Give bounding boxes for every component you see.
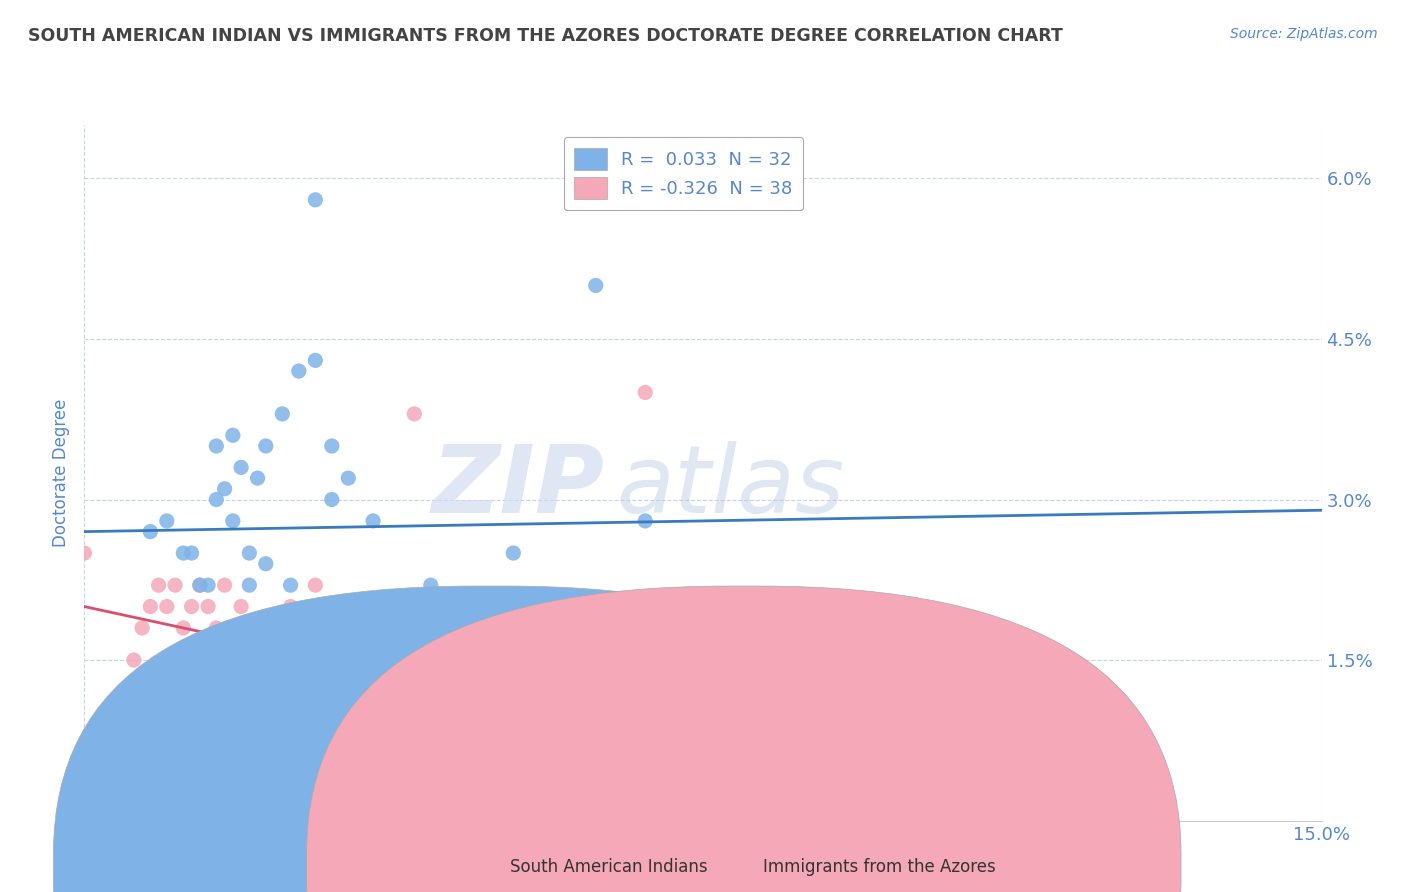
Point (238, 546, 260, 560)
Legend: R =  0.033  N = 32, R = -0.326  N = 38: R = 0.033 N = 32, R = -0.326 N = 38 (564, 137, 803, 211)
Point (470, 599, 492, 614)
Point (156, 599, 179, 614)
Point (304, 353, 326, 368)
Text: SOUTH AMERICAN INDIAN VS IMMIGRANTS FROM THE AZORES DOCTORATE DEGREE CORRELATION: SOUTH AMERICAN INDIAN VS IMMIGRANTS FROM… (28, 27, 1063, 45)
Point (165, 578, 187, 592)
Point (304, 578, 326, 592)
Point (197, 599, 219, 614)
Point (527, 706, 550, 721)
Point (321, 439, 343, 453)
Point (180, 599, 202, 614)
Point (321, 642, 343, 657)
Text: Immigrants from the Azores: Immigrants from the Azores (763, 858, 997, 876)
Point (585, 278, 607, 293)
Point (90, 728, 112, 742)
Text: Source: ZipAtlas.com: Source: ZipAtlas.com (1230, 27, 1378, 41)
Point (485, 685, 508, 699)
Point (502, 546, 524, 560)
Point (222, 621, 245, 635)
Point (280, 599, 302, 614)
Point (229, 599, 252, 614)
Point (304, 193, 326, 207)
Point (205, 439, 228, 453)
Point (148, 578, 170, 592)
Point (114, 685, 136, 699)
Point (263, 642, 285, 657)
Point (122, 653, 145, 667)
Point (214, 482, 236, 496)
Point (139, 524, 162, 539)
Point (105, 706, 128, 721)
Point (254, 557, 277, 571)
Point (568, 728, 591, 742)
Point (419, 578, 441, 592)
Point (271, 407, 294, 421)
Point (214, 578, 236, 592)
Point (295, 642, 318, 657)
Point (337, 621, 360, 635)
Point (254, 439, 277, 453)
Point (387, 599, 409, 614)
Text: South American Indians: South American Indians (510, 858, 709, 876)
Point (73, 771, 96, 785)
Point (222, 514, 245, 528)
Point (337, 471, 360, 485)
Point (634, 385, 657, 400)
Point (156, 514, 179, 528)
Point (172, 546, 194, 560)
Point (361, 685, 384, 699)
Point (271, 621, 294, 635)
Point (238, 642, 260, 657)
Point (205, 621, 228, 635)
Point (188, 578, 211, 592)
Point (180, 546, 202, 560)
Point (229, 460, 252, 475)
Point (73, 546, 96, 560)
Point (246, 471, 269, 485)
Point (404, 407, 426, 421)
Point (222, 428, 245, 442)
Text: atlas: atlas (616, 442, 845, 533)
Point (634, 514, 657, 528)
Point (131, 621, 153, 635)
Point (280, 578, 302, 592)
Point (172, 621, 194, 635)
Point (188, 578, 211, 592)
Point (205, 492, 228, 507)
Text: ZIP: ZIP (432, 441, 605, 533)
Point (361, 514, 384, 528)
Point (321, 492, 343, 507)
Point (288, 364, 311, 378)
Point (197, 578, 219, 592)
Point (419, 706, 441, 721)
Y-axis label: Doctorate Degree: Doctorate Degree (52, 399, 70, 547)
Point (98, 728, 121, 742)
Point (246, 653, 269, 667)
Point (139, 599, 162, 614)
Point (254, 621, 277, 635)
Point (288, 621, 311, 635)
Point (238, 578, 260, 592)
